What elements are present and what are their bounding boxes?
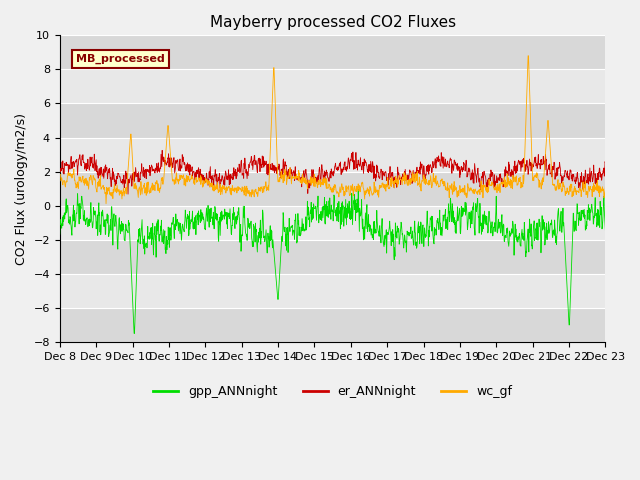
Title: Mayberry processed CO2 Fluxes: Mayberry processed CO2 Fluxes: [209, 15, 456, 30]
Text: MB_processed: MB_processed: [76, 54, 165, 64]
Bar: [60, 172, 605, 205]
Bar: [60, 308, 605, 342]
Y-axis label: CO2 Flux (urology/m2/s): CO2 Flux (urology/m2/s): [15, 113, 28, 264]
Bar: [60, 240, 605, 274]
Bar: [60, 104, 605, 138]
Legend: gpp_ANNnight, er_ANNnight, wc_gf: gpp_ANNnight, er_ANNnight, wc_gf: [148, 380, 517, 403]
Bar: [60, 36, 605, 70]
